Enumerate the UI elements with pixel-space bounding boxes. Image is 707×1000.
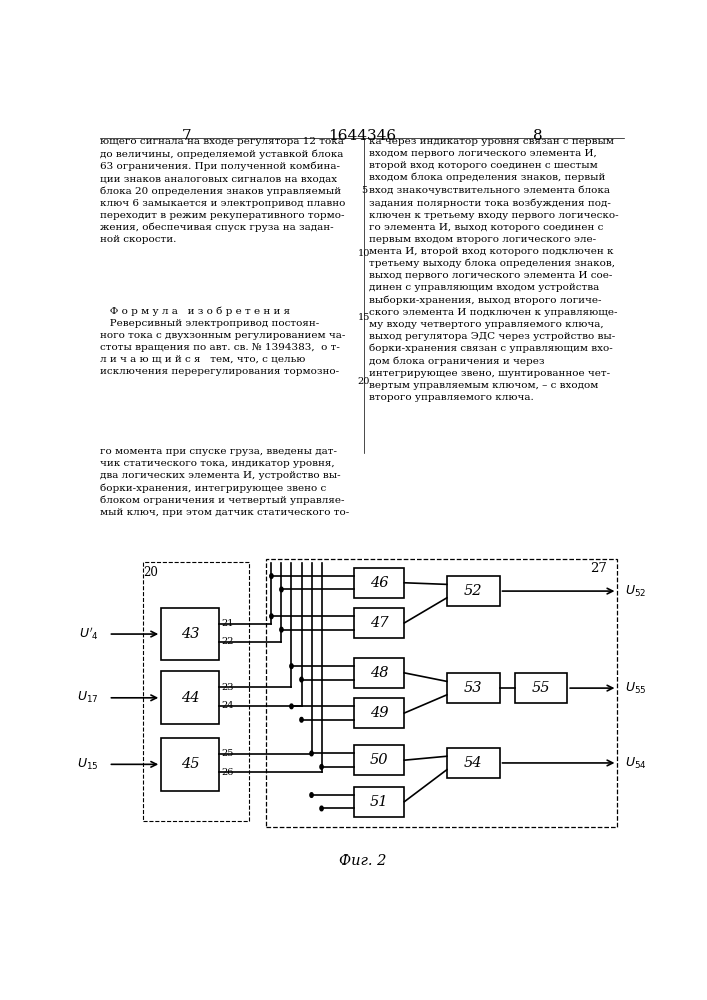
Bar — [267, 559, 617, 827]
Text: $U_{54}$: $U_{54}$ — [625, 755, 647, 771]
FancyBboxPatch shape — [354, 787, 404, 817]
Text: 53: 53 — [464, 681, 482, 695]
Text: 51: 51 — [370, 795, 388, 809]
Text: $U_{55}$: $U_{55}$ — [625, 681, 646, 696]
Text: $U'_4$: $U'_4$ — [78, 626, 98, 642]
Text: Ф о р м у л а   и з о б р е т е н и я
   Реверсивный электропривод постоян-
ного: Ф о р м у л а и з о б р е т е н и я Реве… — [100, 306, 346, 376]
FancyBboxPatch shape — [447, 748, 500, 778]
Text: 26: 26 — [221, 768, 233, 777]
FancyBboxPatch shape — [161, 608, 218, 660]
Text: 7: 7 — [182, 129, 192, 143]
Text: $U_{52}$: $U_{52}$ — [625, 584, 646, 599]
Circle shape — [320, 806, 323, 811]
FancyBboxPatch shape — [447, 673, 500, 703]
FancyBboxPatch shape — [354, 745, 404, 775]
Text: 5: 5 — [361, 186, 367, 195]
FancyBboxPatch shape — [354, 658, 404, 688]
Text: 55: 55 — [532, 681, 550, 695]
Text: 52: 52 — [464, 584, 482, 598]
Text: 15: 15 — [358, 313, 370, 322]
Text: 27: 27 — [590, 562, 607, 575]
Text: 20: 20 — [358, 377, 370, 386]
Text: 24: 24 — [221, 701, 234, 710]
Circle shape — [310, 751, 313, 756]
Text: го момента при спуске груза, введены дат-
чик статического тока, индикатор уровн: го момента при спуске груза, введены дат… — [100, 447, 350, 517]
Text: 45: 45 — [181, 757, 199, 771]
Text: 48: 48 — [370, 666, 388, 680]
Bar — [143, 562, 249, 821]
Text: $U_{15}$: $U_{15}$ — [77, 757, 98, 772]
Text: 1644346: 1644346 — [328, 129, 397, 143]
Circle shape — [320, 765, 323, 769]
Circle shape — [280, 587, 283, 592]
Circle shape — [270, 574, 273, 578]
Text: ка через индикатор уровня связан с первым
входом первого логического элемента И,: ка через индикатор уровня связан с первы… — [370, 137, 619, 402]
Text: 46: 46 — [370, 576, 388, 590]
FancyBboxPatch shape — [354, 568, 404, 598]
Circle shape — [290, 664, 293, 668]
FancyBboxPatch shape — [161, 671, 218, 724]
Text: 22: 22 — [221, 637, 234, 646]
Text: 20: 20 — [144, 566, 158, 579]
Text: $U_{17}$: $U_{17}$ — [77, 690, 98, 705]
Circle shape — [310, 793, 313, 797]
Circle shape — [300, 677, 303, 682]
Text: 47: 47 — [370, 616, 388, 630]
Text: 50: 50 — [370, 753, 388, 767]
FancyBboxPatch shape — [515, 673, 567, 703]
Text: 43: 43 — [181, 627, 199, 641]
Text: Фиг. 2: Фиг. 2 — [339, 854, 386, 868]
Text: 44: 44 — [181, 691, 199, 705]
Text: 49: 49 — [370, 706, 388, 720]
Circle shape — [270, 614, 273, 619]
FancyBboxPatch shape — [354, 698, 404, 728]
Text: 54: 54 — [464, 756, 482, 770]
Text: ющего сигнала на входе регулятора 12 тока
до величины, определяемой уставкой бло: ющего сигнала на входе регулятора 12 ток… — [100, 137, 346, 244]
FancyBboxPatch shape — [161, 738, 218, 791]
FancyBboxPatch shape — [354, 608, 404, 638]
Text: 8: 8 — [533, 129, 542, 143]
Text: 10: 10 — [358, 249, 370, 258]
Circle shape — [300, 717, 303, 722]
Circle shape — [280, 627, 283, 632]
Text: 25: 25 — [221, 749, 233, 758]
FancyBboxPatch shape — [447, 576, 500, 606]
Text: 23: 23 — [221, 683, 234, 692]
Circle shape — [290, 704, 293, 709]
Text: 21: 21 — [221, 619, 234, 628]
